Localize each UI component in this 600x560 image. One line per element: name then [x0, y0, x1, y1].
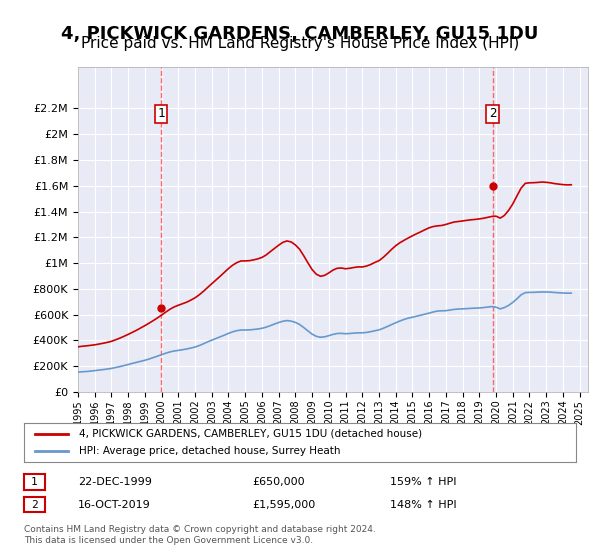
Text: Price paid vs. HM Land Registry's House Price Index (HPI): Price paid vs. HM Land Registry's House …	[81, 36, 519, 52]
Text: 4, PICKWICK GARDENS, CAMBERLEY, GU15 1DU (detached house): 4, PICKWICK GARDENS, CAMBERLEY, GU15 1DU…	[79, 429, 422, 439]
Text: 4, PICKWICK GARDENS, CAMBERLEY, GU15 1DU: 4, PICKWICK GARDENS, CAMBERLEY, GU15 1DU	[61, 25, 539, 43]
Text: 16-OCT-2019: 16-OCT-2019	[78, 500, 151, 510]
Text: 2: 2	[31, 500, 38, 510]
Text: Contains HM Land Registry data © Crown copyright and database right 2024.
This d: Contains HM Land Registry data © Crown c…	[24, 525, 376, 545]
Text: 22-DEC-1999: 22-DEC-1999	[78, 477, 152, 487]
Text: 2: 2	[489, 107, 496, 120]
Text: 1: 1	[157, 107, 165, 120]
Text: £1,595,000: £1,595,000	[252, 500, 315, 510]
Text: HPI: Average price, detached house, Surrey Heath: HPI: Average price, detached house, Surr…	[79, 446, 341, 456]
Text: £650,000: £650,000	[252, 477, 305, 487]
Text: 148% ↑ HPI: 148% ↑ HPI	[390, 500, 457, 510]
Text: 159% ↑ HPI: 159% ↑ HPI	[390, 477, 457, 487]
Text: 1: 1	[31, 477, 38, 487]
